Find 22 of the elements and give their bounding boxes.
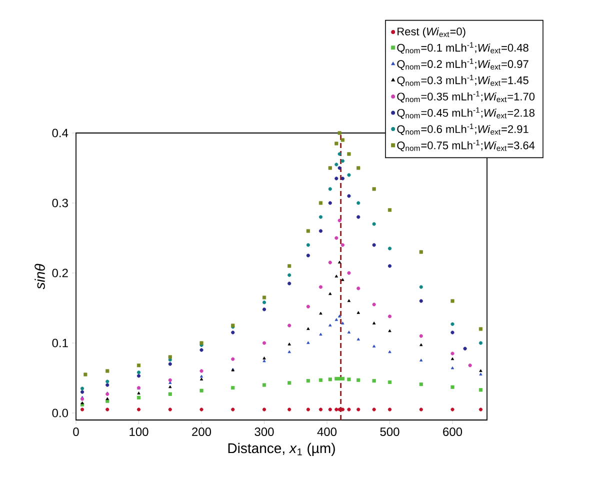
y-tick-label: 0.0 <box>52 408 68 418</box>
y-axis-title: sinθ <box>34 264 45 290</box>
legend-label: Q$_{nom}$=0.3 mLh$^{-1}$;Wi$_{ext}$=1.45 <box>397 74 528 86</box>
x-tick-label: 300 <box>254 428 274 436</box>
legend-label: Q$_{nom}$=0.35 mLh$^{-1}$;Wi$_{ext}$=1.70 <box>397 91 535 102</box>
x-tick-label: 500 <box>380 428 400 436</box>
legend-label: Q$_{nom}$=0.2 mLh$^{-1}$;Wi$_{ext}$=0.97 <box>397 58 528 70</box>
x-tick-label: 0 <box>73 428 79 436</box>
legend-label: Rest (Wi$_{ext}$=0) <box>398 27 466 38</box>
x-tick-label: 600 <box>443 428 462 436</box>
legend-label: Q$_{nom}$=0.45 mLh$^{-1}$;Wi$_{ext}$=2.18 <box>397 107 534 119</box>
y-tick-label: 0.1 <box>52 338 68 348</box>
x-tick-label: 200 <box>192 428 212 436</box>
legend-label: Q$_{nom}$=0.75 mLh$^{-1}$;Wi$_{ext}$=3.64 <box>397 140 535 152</box>
x-tick-label: 100 <box>130 428 148 436</box>
legend-label: Q$_{nom}$=0.1 mLh$^{-1}$;Wi$_{ext}$=0.48 <box>397 42 528 54</box>
x-tick-label: 400 <box>317 428 337 436</box>
y-tick-label: 0.2 <box>52 268 68 278</box>
legend-label: Q$_{nom}$=0.6 mLh$^{-1}$;Wi$_{ext}$=2.91 <box>397 124 528 135</box>
y-tick-label: 0.3 <box>52 198 68 208</box>
x-axis-title: Distance, x$_{1}$ (µm) <box>228 442 335 456</box>
y-tick-label: 0.4 <box>52 128 68 138</box>
